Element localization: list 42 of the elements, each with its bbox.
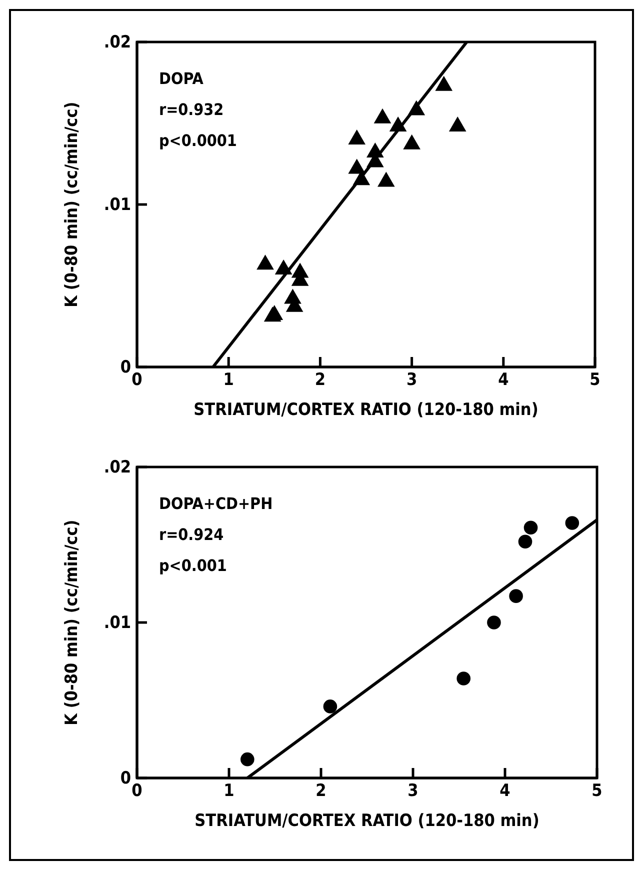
point: [435, 76, 453, 91]
x-tick-label: 3: [408, 781, 418, 802]
point: [565, 516, 580, 530]
annotation: DOPA+CD+PH: [159, 494, 273, 513]
y-axis-title: K (0-80 min) (cc/min/cc): [62, 102, 82, 308]
x-tick-label: 2: [316, 781, 326, 802]
y-tick-label: .01: [104, 194, 131, 215]
x-axis-title: STRIATUM/CORTEX RATIO (120-180 min): [194, 811, 540, 831]
y-tick-label: 0: [120, 357, 131, 378]
point: [374, 108, 392, 124]
x-tick-label: 3: [406, 370, 418, 390]
point: [377, 172, 395, 187]
annotation: r=0.932: [159, 100, 224, 119]
y-axis-title: K (0-80 min) (cc/min/cc): [62, 520, 82, 726]
annotation: DOPA: [159, 69, 204, 88]
point: [448, 116, 466, 132]
point: [456, 672, 471, 686]
annotation: p<0.0001: [159, 131, 237, 150]
x-tick-label: 5: [590, 370, 600, 390]
point: [348, 129, 366, 144]
point: [323, 700, 338, 714]
point: [348, 158, 366, 174]
point: [518, 534, 532, 549]
point: [487, 616, 501, 630]
x-tick-label: 4: [500, 781, 510, 802]
x-tick-label: 2: [314, 370, 326, 390]
x-tick-label: 4: [498, 370, 509, 390]
annotation: p<0.001: [159, 556, 227, 575]
y-tick-label: .02: [104, 32, 131, 52]
point: [256, 254, 274, 270]
annotation: r=0.924: [159, 525, 224, 544]
point: [403, 134, 420, 150]
point: [240, 752, 254, 766]
y-tick-label: .01: [104, 612, 131, 633]
y-tick-label: 0: [120, 768, 131, 788]
x-axis-title: STRIATUM/CORTEX RATIO (120-180 min): [194, 400, 538, 420]
x-tick-label: 1: [224, 781, 234, 802]
x-tick-label: 1: [223, 370, 234, 390]
point: [524, 520, 538, 535]
y-tick-label: .02: [104, 457, 131, 478]
point: [509, 589, 523, 603]
x-tick-label: 5: [592, 781, 602, 802]
